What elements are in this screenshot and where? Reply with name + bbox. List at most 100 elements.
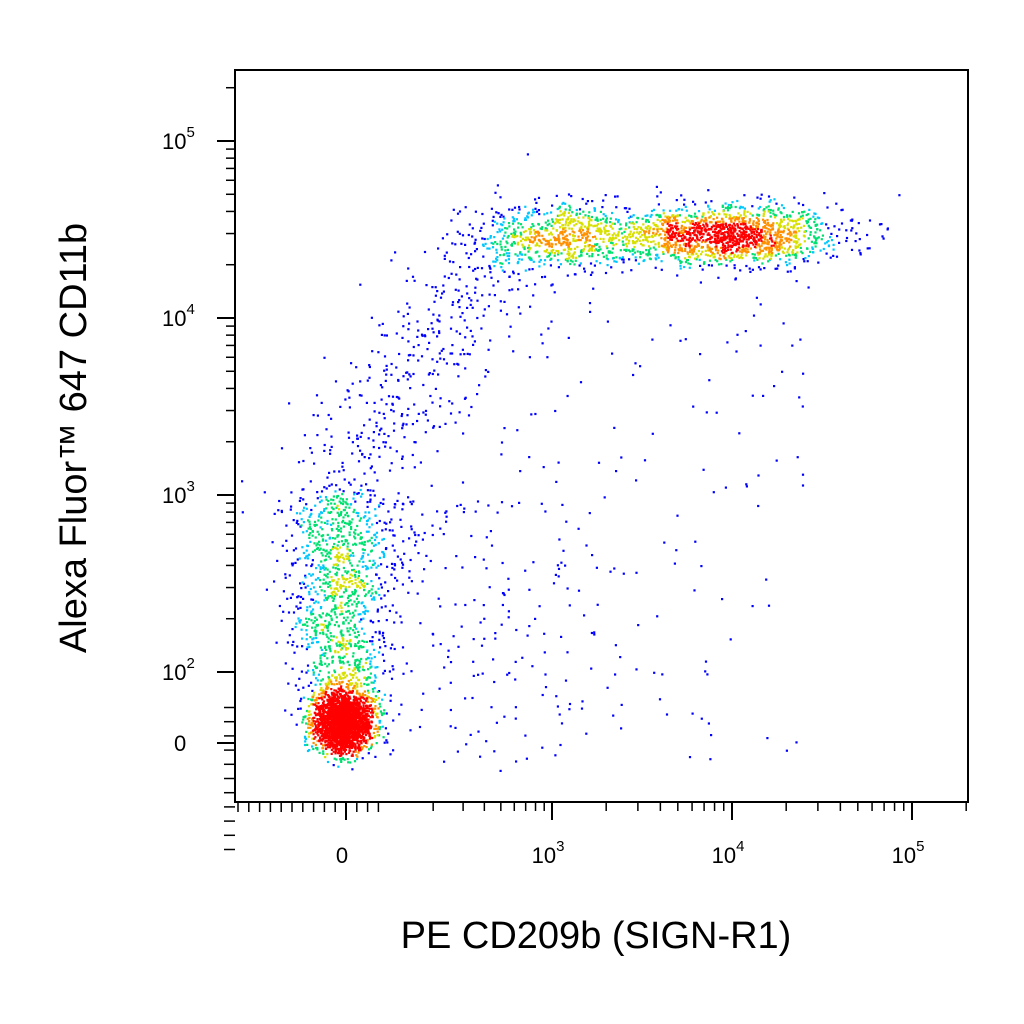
event-dot — [369, 653, 372, 656]
event-dot — [310, 619, 313, 622]
event-dot — [759, 248, 762, 251]
event-dot — [346, 661, 349, 664]
event-dot — [521, 656, 524, 659]
event-dot — [312, 669, 315, 672]
event-dot — [310, 564, 313, 568]
event-dot — [688, 245, 691, 248]
event-dot — [643, 232, 646, 235]
event-dot — [336, 644, 339, 647]
event-dot — [578, 208, 582, 211]
event-dot — [786, 227, 789, 230]
event-dot — [663, 541, 666, 544]
event-dot — [707, 189, 710, 192]
event-dot — [313, 630, 316, 633]
event-dot — [733, 267, 736, 270]
event-dot — [488, 266, 491, 269]
event-dot — [587, 215, 590, 218]
event-dot — [794, 234, 797, 237]
event-dot — [321, 730, 324, 733]
event-dot — [335, 574, 338, 577]
event-dot — [359, 706, 362, 709]
event-dot — [361, 548, 364, 551]
event-dot — [350, 579, 353, 583]
event-dot — [328, 706, 331, 710]
event-dot — [541, 746, 544, 749]
event-dot — [798, 217, 801, 220]
event-dot — [449, 352, 452, 355]
event-dot — [355, 757, 359, 761]
event-dot — [334, 490, 337, 493]
event-dot — [805, 220, 808, 223]
event-dot — [386, 565, 389, 568]
event-dot — [381, 634, 384, 637]
event-dot — [481, 237, 484, 240]
event-dot — [327, 746, 330, 749]
event-dot — [673, 253, 676, 256]
event-dot — [696, 223, 699, 227]
event-dot — [785, 749, 788, 752]
event-dot — [316, 547, 319, 550]
event-dot — [354, 687, 357, 690]
event-dot — [528, 625, 531, 628]
event-dot — [320, 679, 323, 682]
event-dot — [332, 764, 335, 767]
event-dot — [373, 736, 376, 739]
event-dot — [377, 564, 380, 567]
event-dot — [343, 521, 347, 524]
event-dot — [769, 199, 772, 202]
event-dot — [339, 512, 343, 515]
event-dot — [791, 219, 794, 222]
event-dot — [374, 727, 377, 730]
event-dot — [356, 741, 359, 744]
event-dot — [682, 228, 685, 231]
event-dot — [409, 558, 412, 562]
event-dot — [368, 737, 372, 740]
event-dot — [683, 226, 686, 229]
event-dot — [334, 567, 337, 570]
event-dot — [734, 224, 737, 227]
event-dot — [761, 242, 764, 245]
event-dot — [337, 521, 340, 524]
event-dot — [496, 259, 499, 262]
event-dot — [651, 432, 654, 435]
event-dot — [366, 677, 369, 680]
event-dot — [752, 314, 756, 317]
event-dot — [776, 235, 779, 238]
event-dot — [563, 214, 566, 217]
event-dot — [319, 607, 322, 610]
event-dot — [493, 680, 496, 684]
event-dot — [327, 743, 330, 746]
event-dot — [488, 586, 491, 589]
event-dot — [318, 697, 321, 700]
event-dot — [814, 212, 817, 215]
event-dot — [764, 236, 767, 239]
event-dot — [531, 211, 535, 214]
event-dot — [331, 608, 334, 611]
event-dot — [692, 253, 695, 256]
event-dot — [438, 330, 441, 333]
event-dot — [393, 564, 397, 567]
event-dot — [379, 726, 382, 729]
event-dot — [581, 700, 584, 703]
event-dot — [275, 641, 278, 644]
event-dot — [565, 243, 568, 246]
event-dot — [698, 225, 701, 229]
event-dot — [675, 237, 678, 240]
event-dot — [679, 264, 682, 267]
event-dot — [819, 229, 822, 232]
event-dot — [774, 231, 777, 234]
event-dot — [341, 502, 345, 506]
event-dot — [330, 445, 333, 448]
event-dot — [740, 254, 743, 257]
event-dot — [565, 234, 569, 237]
event-dot — [678, 232, 681, 235]
event-dot — [377, 707, 380, 710]
event-dot — [557, 236, 560, 239]
event-dot — [333, 611, 336, 614]
event-dot — [310, 598, 313, 601]
event-dot — [738, 207, 741, 210]
event-dot — [790, 233, 793, 236]
event-dot — [461, 234, 465, 237]
event-dot — [302, 597, 305, 600]
event-dot — [729, 237, 732, 240]
